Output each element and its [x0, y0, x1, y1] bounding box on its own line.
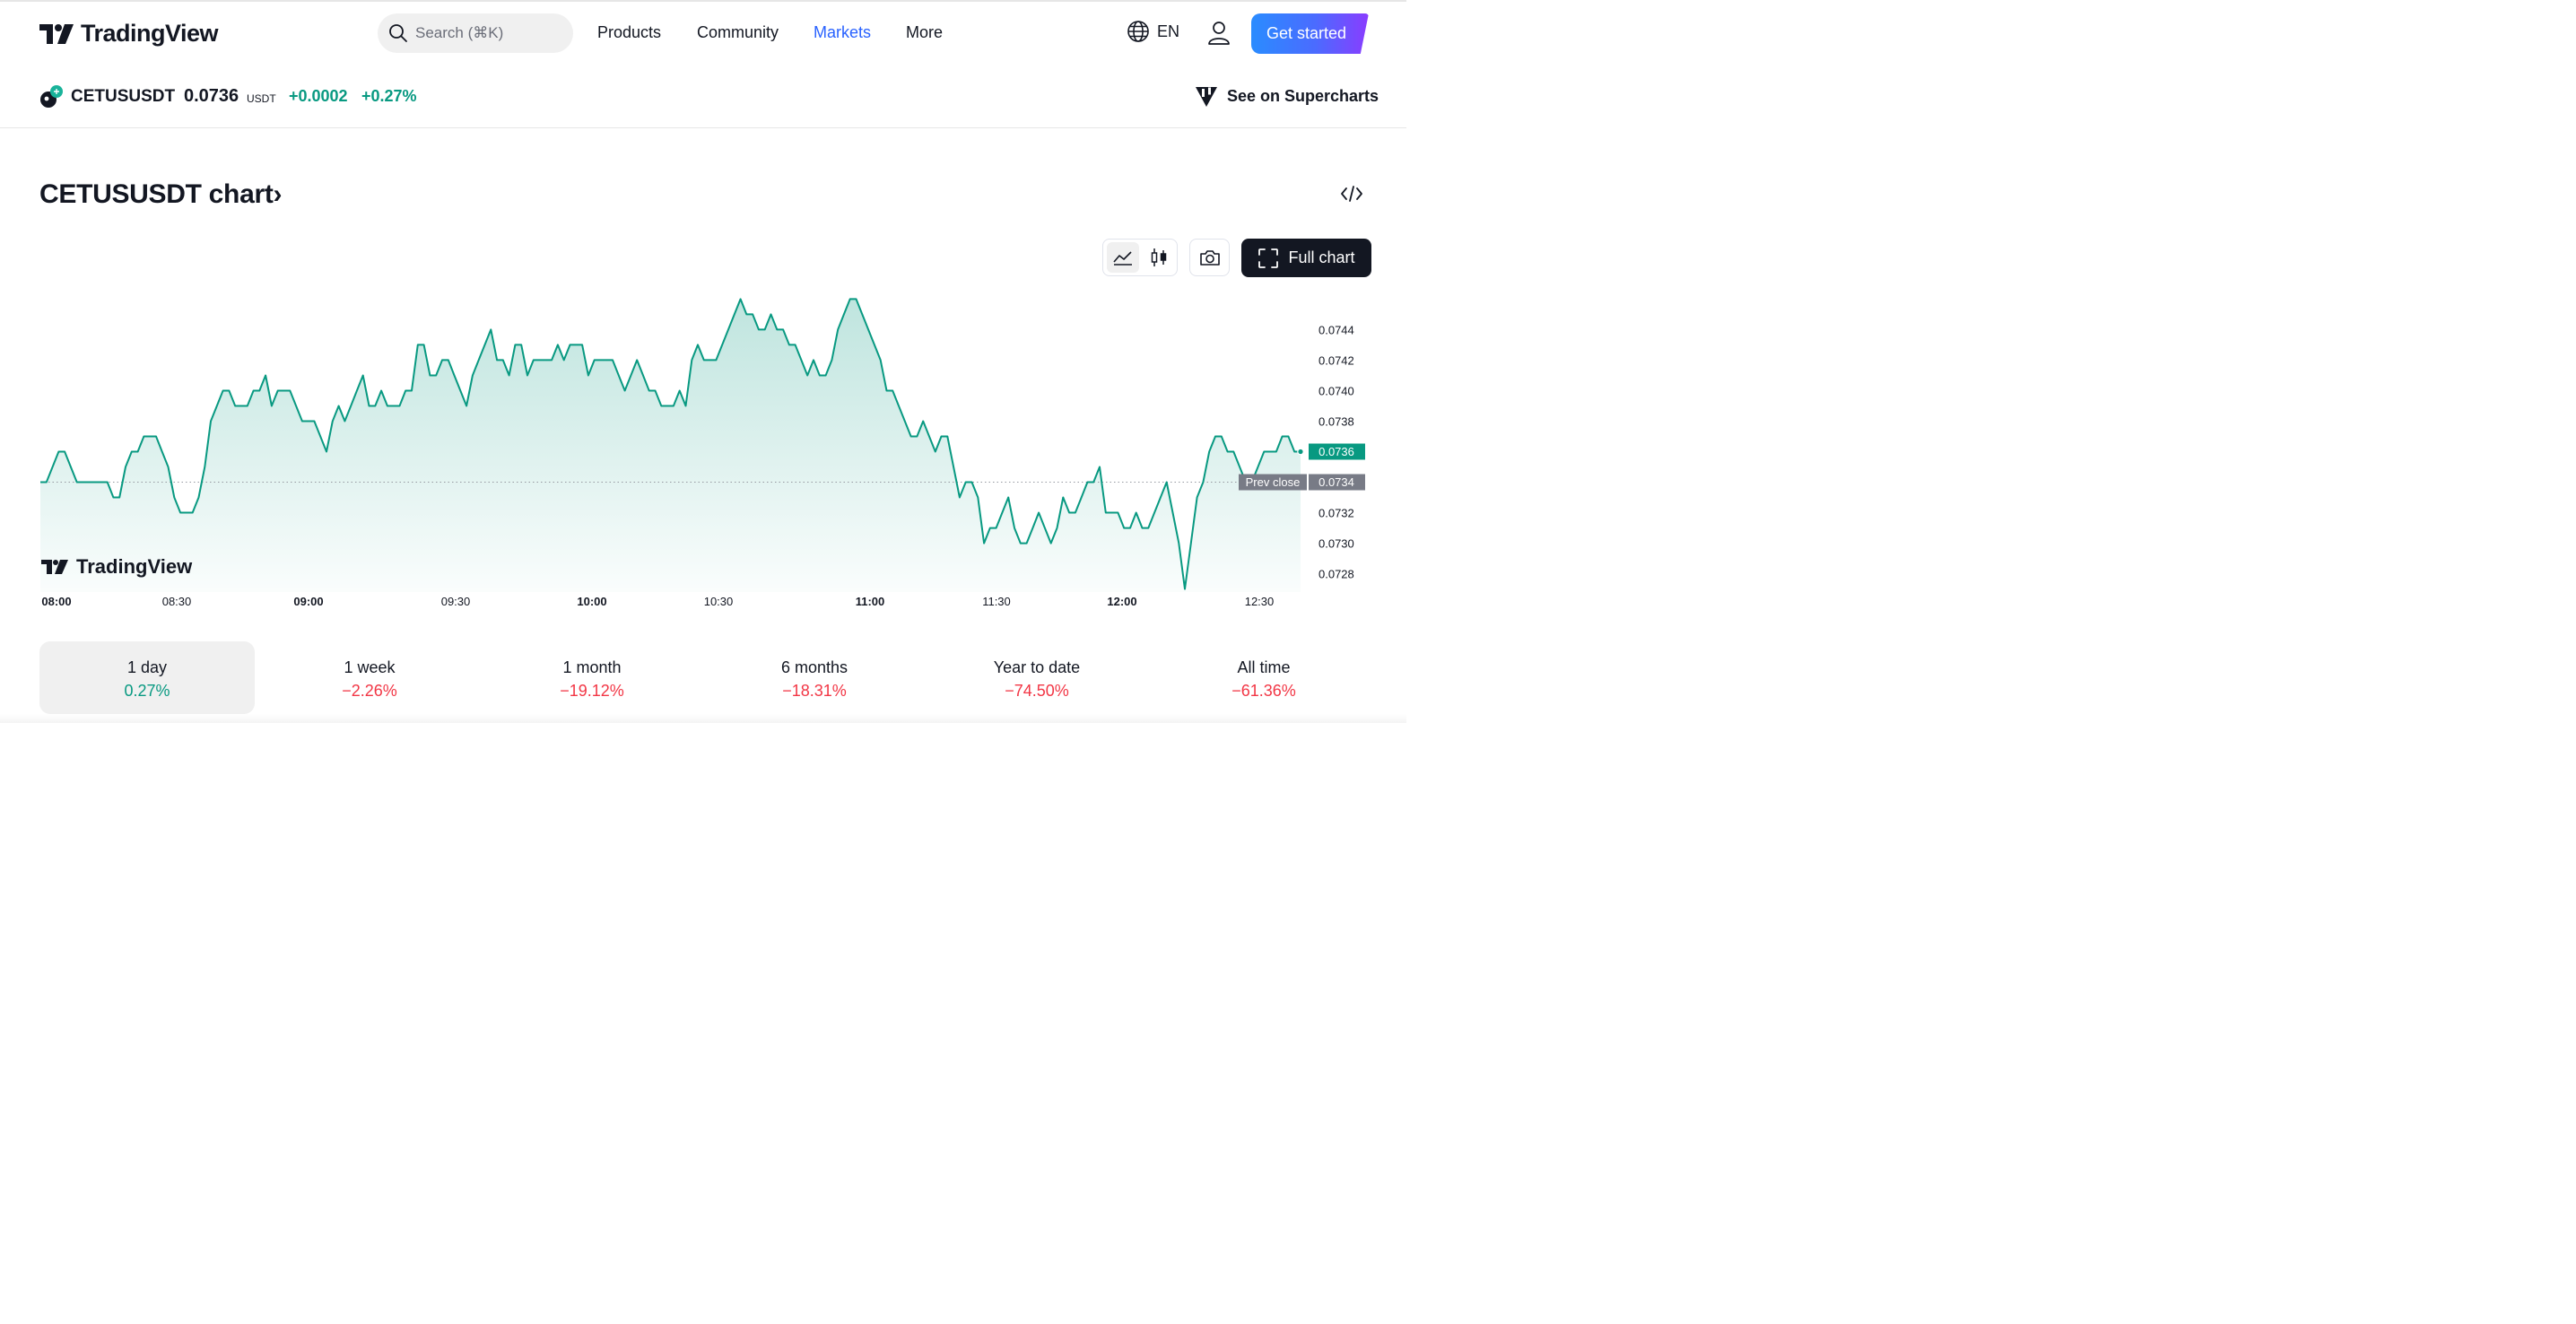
symbol-bar: CETUSUSDT 0.0736 USDT +0.0002 +0.27% See…: [0, 65, 1406, 128]
price-line: [40, 298, 1301, 590]
window-top-border: [0, 0, 1406, 2]
get-started-button[interactable]: Get started: [1251, 13, 1369, 54]
nav-community[interactable]: Community: [697, 23, 779, 41]
language-label: EN: [1157, 22, 1180, 40]
period-change-value: 0.27%: [124, 682, 170, 700]
symbol-name: CETUSUSDT: [71, 87, 176, 106]
period-button-year-to-date[interactable]: Year to date −74.50%: [929, 641, 1144, 714]
language-selector[interactable]: EN: [1127, 20, 1179, 43]
nav-markets[interactable]: Markets: [814, 23, 872, 41]
site-header: TradingView Search (⌘K) Products Communi…: [0, 2, 1406, 65]
price-area-fill: [40, 299, 1301, 592]
period-change-value: −19.12%: [560, 682, 624, 700]
candlestick-icon: [1151, 248, 1167, 266]
last-price-dot: [1297, 448, 1304, 456]
globe-icon: [1127, 21, 1149, 42]
period-change-value: −18.31%: [782, 682, 847, 700]
last-price-label-box: [1309, 443, 1365, 460]
period-label: 1 month: [562, 658, 622, 676]
area-chart-icon: [1113, 251, 1132, 266]
chevron-right-icon: ›: [273, 179, 283, 209]
prev-close-label: Prev close: [1246, 475, 1301, 489]
period-label: 6 months: [780, 658, 849, 676]
candles-chart-button[interactable]: [1143, 242, 1175, 273]
period-label: Year to date: [993, 658, 1081, 676]
x-tick-label: 09:00: [293, 595, 323, 608]
watermark-text: TradingView: [76, 555, 193, 578]
last-price-label: 0.0736: [1318, 445, 1354, 458]
camera-icon: [1199, 250, 1220, 266]
period-label: 1 week: [344, 658, 396, 676]
logo-text: TradingView: [81, 20, 219, 47]
period-button-all-time[interactable]: All time −61.36%: [1156, 641, 1371, 714]
chart-style-toggle: [1102, 239, 1178, 276]
y-tick-label: 0.0742: [1318, 353, 1354, 367]
x-tick-label: 09:30: [441, 595, 471, 608]
period-button-1-month[interactable]: 1 month −19.12%: [484, 641, 700, 714]
period-label: 1 day: [126, 658, 168, 676]
x-tick-label: 11:30: [982, 595, 1011, 608]
chart-title-link[interactable]: CETUSUSDT chart›: [39, 179, 283, 210]
x-tick-label: 10:30: [704, 595, 734, 608]
x-tick-label: 12:00: [1107, 595, 1136, 608]
tradingview-logo-icon: [39, 23, 74, 44]
price-chart[interactable]: 0.0744 0.0742 0.0740 0.0738 0.0732 0.0730 0.07…: [0, 287, 1406, 628]
snapshot-button[interactable]: [1189, 239, 1230, 276]
prev-close-label-box: [1239, 474, 1307, 491]
supercharts-label: See on Supercharts: [1227, 86, 1379, 105]
full-chart-button[interactable]: Full chart: [1241, 239, 1371, 277]
cetus-coin-icon: [40, 85, 63, 108]
x-tick-label: 08:00: [41, 595, 71, 608]
period-button-1-day[interactable]: 1 day 0.27%: [39, 641, 255, 714]
period-change-value: −2.26%: [342, 682, 397, 700]
prev-close-value: 0.0734: [1318, 475, 1354, 489]
symbol-unit: USDT: [247, 92, 276, 105]
period-change-value: −74.50%: [1005, 682, 1069, 700]
area-chart-button[interactable]: [1107, 242, 1139, 273]
symbol-change-pct: +0.27%: [361, 87, 417, 105]
full-chart-label: Full chart: [1288, 248, 1355, 266]
tradingview-logo[interactable]: TradingView: [39, 20, 219, 48]
x-tick-label: 08:30: [162, 595, 192, 608]
supercharts-icon: [1196, 87, 1217, 107]
chart-title: CETUSUSDT chart: [39, 179, 274, 209]
search-icon: [389, 24, 407, 42]
y-tick-label: 0.0740: [1318, 384, 1354, 397]
period-label: All time: [1237, 658, 1291, 676]
embed-code-icon[interactable]: [1339, 184, 1364, 204]
period-change-value: −61.36%: [1231, 682, 1296, 700]
symbol-change: +0.0002: [289, 87, 348, 105]
bottom-fade: [0, 714, 1406, 723]
x-tick-label: 10:00: [577, 595, 606, 608]
search-input[interactable]: Search (⌘K): [378, 13, 573, 53]
period-button-1-week[interactable]: 1 week −2.26%: [262, 641, 477, 714]
see-on-supercharts-link[interactable]: See on Supercharts: [1193, 84, 1379, 108]
x-tick-label: 11:00: [856, 595, 885, 608]
period-selector: 1 day 0.27% 1 week −2.26% 1 month −19.12% 6 mo…: [39, 641, 1372, 715]
period-button-6-months[interactable]: 6 months −18.31%: [707, 641, 922, 714]
search-placeholder: Search (⌘K): [415, 24, 504, 41]
nav-products[interactable]: Products: [597, 23, 662, 41]
y-tick-label: 0.0730: [1318, 537, 1354, 551]
y-tick-label: 0.0738: [1318, 414, 1354, 428]
fullscreen-icon: [1258, 248, 1279, 268]
x-tick-label: 12:30: [1245, 595, 1275, 608]
chart-watermark: TradingView: [41, 555, 193, 578]
y-tick-label: 0.0732: [1318, 507, 1354, 520]
y-tick-label: 0.0744: [1318, 323, 1354, 336]
nav-more[interactable]: More: [906, 23, 944, 41]
user-icon[interactable]: [1207, 21, 1231, 46]
symbol-price: 0.0736: [184, 86, 239, 106]
prev-close-value-box: [1309, 474, 1365, 491]
y-tick-label: 0.0728: [1318, 568, 1354, 581]
